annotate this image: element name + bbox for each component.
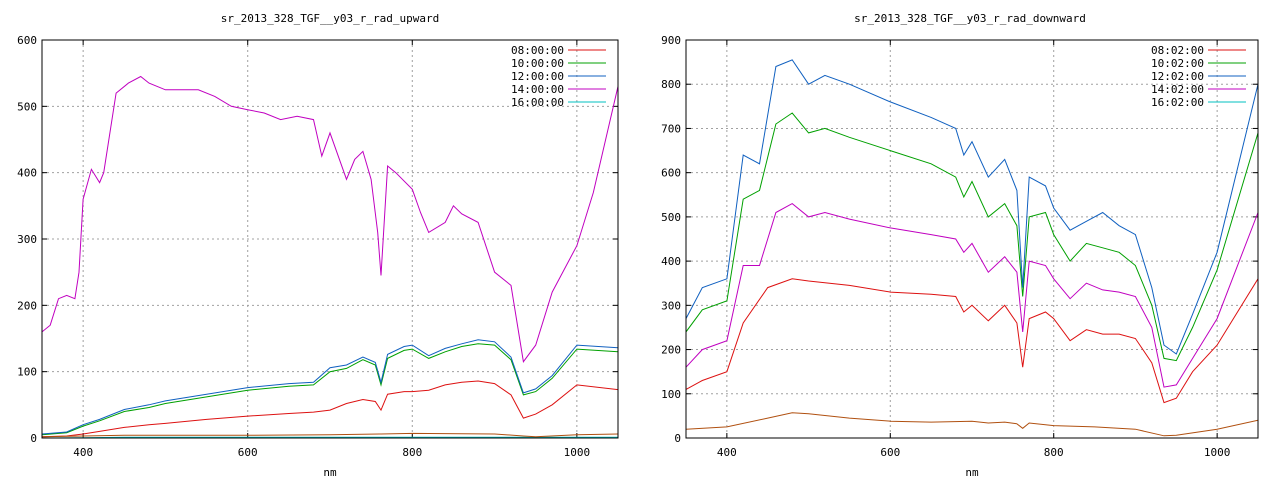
series-group bbox=[686, 59, 1258, 438]
x-tick-label: 1000 bbox=[564, 446, 591, 459]
y-tick-label: 400 bbox=[17, 167, 37, 180]
legend-label: 12:02:00 bbox=[1151, 70, 1204, 83]
y-tick-label: 200 bbox=[661, 344, 681, 357]
series-line-unlabeled bbox=[42, 432, 618, 438]
x-axis-label: nm bbox=[965, 466, 979, 479]
x-tick-label: 1000 bbox=[1204, 446, 1231, 459]
y-tick-label: 300 bbox=[17, 233, 37, 246]
upward-chart: sr_2013_328_TGF__y03_r_rad_upward 0 100 200… bbox=[17, 12, 619, 479]
series-line-08-00-00 bbox=[42, 380, 618, 438]
x-tick-label: 800 bbox=[1044, 446, 1064, 459]
series-line-14-00-00 bbox=[42, 75, 618, 363]
x-tick-label: 400 bbox=[717, 446, 737, 459]
x-tick-label: 600 bbox=[238, 446, 258, 459]
x-tick-label: 600 bbox=[880, 446, 900, 459]
y-tick-label: 200 bbox=[17, 299, 37, 312]
x-tick-label: 800 bbox=[402, 446, 422, 459]
series-line-12-02-00 bbox=[686, 59, 1258, 355]
legend-label: 08:02:00 bbox=[1151, 44, 1204, 57]
y-tick-label: 500 bbox=[17, 100, 37, 113]
chart-title: sr_2013_328_TGF__y03_r_rad_upward bbox=[221, 12, 440, 25]
legend-label: 08:00:00 bbox=[511, 44, 564, 57]
x-axis-label: nm bbox=[323, 466, 337, 479]
legend-label: 12:00:00 bbox=[511, 70, 564, 83]
series-line-10-02-00 bbox=[686, 112, 1258, 362]
legend-label: 10:02:00 bbox=[1151, 57, 1204, 70]
y-tick-label: 600 bbox=[661, 167, 681, 180]
series-line-14-02-00 bbox=[686, 203, 1258, 388]
legend-label: 16:02:00 bbox=[1151, 96, 1204, 109]
x-tick-label: 400 bbox=[73, 446, 93, 459]
series-group bbox=[42, 75, 618, 438]
y-tick-label: 900 bbox=[661, 34, 681, 47]
y-tick-label: 500 bbox=[661, 211, 681, 224]
y-tick-label: 700 bbox=[661, 122, 681, 135]
y-tick-label: 800 bbox=[661, 78, 681, 91]
y-tick-label: 0 bbox=[674, 432, 681, 445]
y-tick-label: 100 bbox=[17, 366, 37, 379]
series-line-12-00-00 bbox=[42, 339, 618, 435]
y-tick-label: 0 bbox=[30, 432, 37, 445]
y-tick-label: 600 bbox=[17, 34, 37, 47]
series-line-10-00-00 bbox=[42, 343, 618, 436]
chart-title: sr_2013_328_TGF__y03_r_rad_downward bbox=[854, 12, 1086, 25]
plot-frame bbox=[41, 39, 619, 439]
legend-label: 14:00:00 bbox=[511, 83, 564, 96]
legend-label: 16:00:00 bbox=[511, 96, 564, 109]
y-tick-label: 100 bbox=[661, 388, 681, 401]
legend-label: 10:00:00 bbox=[511, 57, 564, 70]
downward-chart: sr_2013_328_TGF__y03_r_rad_downward 0 100 2… bbox=[661, 12, 1259, 479]
series-line-unlabeled bbox=[686, 412, 1258, 437]
series-line-08-02-00 bbox=[686, 278, 1258, 404]
plot-frame bbox=[685, 39, 1259, 439]
y-tick-label: 400 bbox=[661, 255, 681, 268]
y-tick-label: 300 bbox=[661, 299, 681, 312]
legend-label: 14:02:00 bbox=[1151, 83, 1204, 96]
